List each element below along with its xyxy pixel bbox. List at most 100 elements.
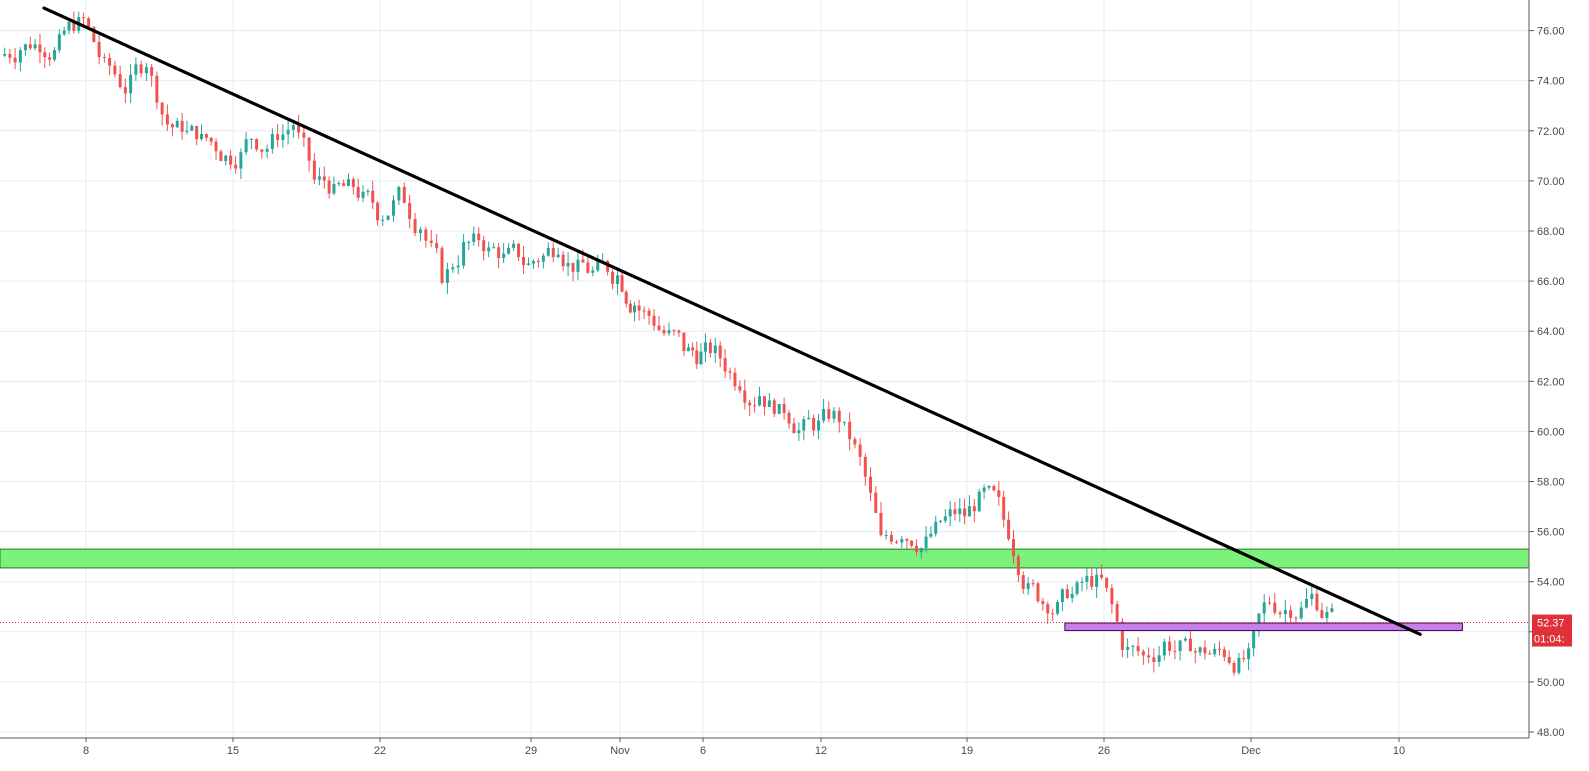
candle-body	[642, 310, 646, 312]
candle-body	[175, 120, 179, 128]
candle-body	[652, 315, 656, 326]
candle-body	[782, 404, 786, 413]
candle-body	[869, 476, 873, 493]
candle-body	[561, 254, 565, 267]
candle-body	[1095, 574, 1099, 587]
candle-body	[1041, 601, 1045, 605]
candle-body	[43, 52, 47, 58]
candle-body	[738, 386, 742, 391]
candle-body	[517, 243, 521, 257]
candle-body	[647, 310, 651, 316]
candle-body	[1152, 657, 1156, 662]
candle-body	[1183, 638, 1187, 641]
candle-body	[812, 417, 816, 431]
candle-body	[997, 490, 1001, 497]
candle-body	[792, 423, 796, 434]
candle-body	[1007, 519, 1011, 540]
price-axis[interactable]: 48.0050.0052.0054.0056.0058.0060.0062.00…	[1528, 0, 1572, 739]
candle-body	[53, 50, 56, 60]
candle-body	[270, 134, 274, 149]
candle-body	[356, 186, 360, 198]
candle-body	[482, 240, 486, 252]
candle-body	[1147, 655, 1151, 658]
candle-body	[787, 412, 791, 424]
candle-body	[624, 291, 628, 304]
candle-body	[255, 138, 259, 150]
candle-body	[418, 229, 422, 234]
candle-body	[1056, 602, 1060, 614]
candle-body	[748, 402, 752, 406]
candle-body	[1222, 649, 1226, 658]
candle-body	[802, 419, 806, 431]
candle-body	[204, 134, 208, 138]
countdown-tag	[1532, 630, 1572, 647]
candle-body	[1002, 496, 1006, 520]
y-tick-label: 76.00	[1537, 26, 1565, 38]
candle-body	[424, 229, 428, 241]
candle-body	[963, 508, 967, 517]
candle-body	[958, 508, 962, 515]
y-tick-label: 68.00	[1537, 226, 1565, 238]
last-price-tag	[1532, 614, 1572, 631]
candle-body	[987, 486, 991, 488]
last-price-label: 52.37	[1537, 618, 1565, 630]
candle-body	[1131, 645, 1135, 647]
candle-body	[1273, 602, 1277, 613]
candle-body	[244, 139, 248, 153]
candle-body	[611, 271, 615, 284]
candle-body	[82, 17, 86, 19]
candle-body	[797, 430, 801, 434]
candle-body	[556, 254, 560, 258]
candle-body	[155, 75, 159, 103]
candle-body	[92, 27, 96, 43]
candle-body	[48, 57, 52, 60]
candle-body	[853, 439, 857, 445]
candle-body	[1120, 621, 1124, 650]
candle-body	[953, 509, 957, 515]
candle-body	[1070, 593, 1074, 598]
candle-body	[591, 270, 595, 273]
candle-body	[1060, 589, 1064, 603]
candle-body	[200, 134, 203, 140]
candle-body	[1100, 574, 1104, 578]
candle-body	[772, 400, 776, 414]
candle-body	[934, 521, 938, 534]
y-tick-label: 60.00	[1537, 426, 1565, 438]
candle-body	[1046, 604, 1050, 614]
candle-body	[1031, 583, 1035, 585]
x-tick-label: 8	[83, 745, 89, 757]
candle-body	[139, 64, 143, 74]
candle-body	[291, 125, 295, 130]
x-tick-label: 12	[815, 745, 827, 757]
candle-body	[347, 179, 350, 186]
resistance-zone	[0, 548, 1530, 569]
candle-body	[1208, 653, 1212, 655]
candle-body	[1126, 646, 1130, 650]
candle-body	[1105, 577, 1109, 589]
candle-body	[546, 248, 550, 256]
x-tick-label: 29	[525, 745, 537, 757]
candle-body	[376, 202, 380, 221]
candle-body	[13, 57, 17, 63]
candle-body	[397, 186, 401, 201]
candle-body	[97, 42, 101, 58]
candle-body	[616, 275, 620, 284]
candle-body	[832, 410, 836, 419]
candle-body	[879, 512, 883, 536]
x-tick-label: Dec	[1241, 745, 1261, 757]
candle-body	[3, 53, 7, 56]
x-tick-label: 6	[700, 745, 706, 757]
time-axis[interactable]: 8 15 22 29 Nov 6 12 19 26 Dec 10	[0, 737, 1529, 757]
candle-body	[977, 491, 981, 512]
candle-body	[102, 57, 106, 59]
candle-body	[108, 57, 112, 66]
candle-body	[190, 125, 194, 131]
candle-body	[531, 261, 535, 264]
x-tick-label: 22	[374, 745, 386, 757]
candle-body	[1090, 575, 1094, 587]
candle-body	[165, 114, 169, 125]
x-tick-label: 15	[227, 745, 239, 757]
candle-body	[1315, 593, 1319, 611]
candle-body	[919, 548, 923, 553]
